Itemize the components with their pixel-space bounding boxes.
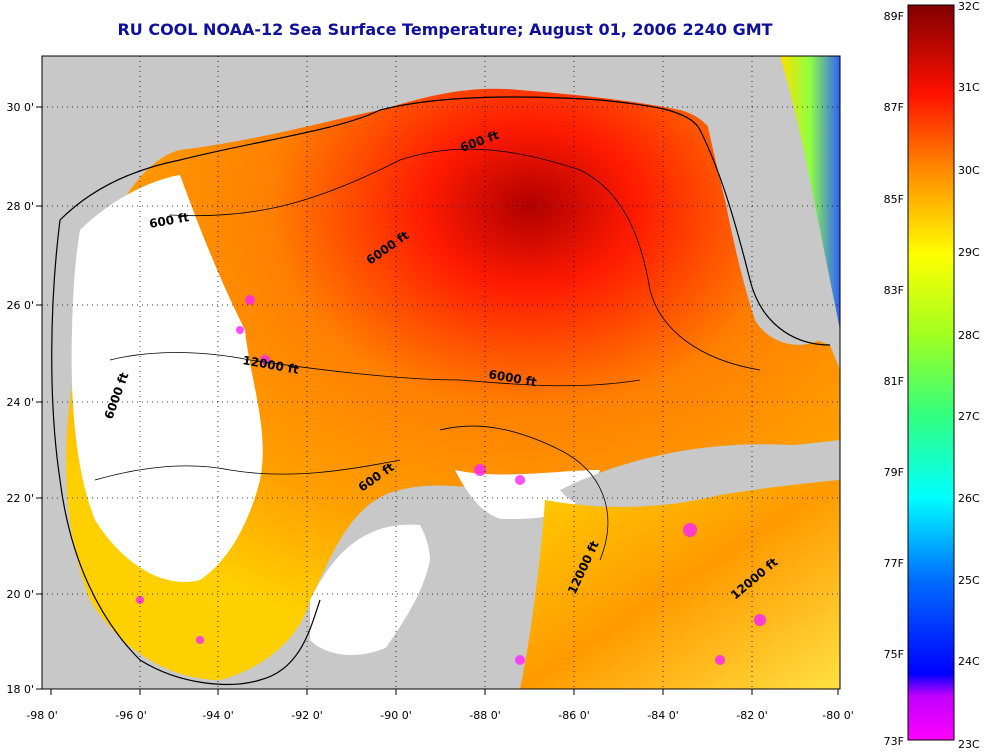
coastline bbox=[51, 96, 831, 685]
x-tick-label: -92 0' bbox=[291, 709, 323, 722]
y-tick-label: 30 0' bbox=[6, 101, 34, 114]
colorbar-f-label: 79F bbox=[884, 466, 904, 479]
colorbar-c-label: 26C bbox=[958, 492, 980, 505]
map-gridlines bbox=[42, 56, 840, 689]
colorbar-celsius-labels: 32C 31C 30C 29C 28C 27C 26C 25C 24C 23C bbox=[958, 0, 980, 751]
colorbar-c-label: 27C bbox=[958, 410, 980, 423]
cuba-land bbox=[560, 444, 840, 512]
map-frame bbox=[41, 55, 841, 690]
colorbar-c-label: 29C bbox=[958, 246, 980, 259]
colorbar-c-label: 23C bbox=[958, 738, 980, 751]
x-tick-label: -94 0' bbox=[202, 709, 234, 722]
yucatan-land bbox=[360, 505, 575, 689]
map-title: RU COOL NOAA-12 Sea Surface Temperature;… bbox=[117, 20, 773, 39]
contour-label: 600 ft bbox=[148, 210, 190, 231]
colorbar-f-label: 73F bbox=[884, 735, 904, 748]
colorbar-c-label: 25C bbox=[958, 574, 980, 587]
y-tick-label: 18 0' bbox=[6, 683, 34, 696]
colorbar-c-label: 32C bbox=[958, 0, 980, 13]
colorbar-c-label: 24C bbox=[958, 655, 980, 668]
x-tick-label: -86 0' bbox=[558, 709, 590, 722]
florida-land bbox=[690, 56, 836, 345]
x-axis-labels: -98 0' -96 0' -94 0' -92 0' -90 0' -88 0… bbox=[26, 709, 854, 722]
colorbar-c-label: 28C bbox=[958, 329, 980, 342]
x-tick-label: -88 0' bbox=[469, 709, 501, 722]
bathymetry-contours bbox=[94, 148, 761, 561]
colorbar bbox=[907, 4, 955, 741]
colorbar-c-label: 31C bbox=[958, 81, 980, 94]
y-tick-label: 28 0' bbox=[6, 200, 34, 213]
colorbar-f-label: 89F bbox=[884, 10, 904, 23]
x-tick-label: -80 0' bbox=[822, 709, 854, 722]
x-tick-label: -84 0' bbox=[647, 709, 679, 722]
x-axis-ticks bbox=[50, 689, 839, 695]
map-plot-area bbox=[42, 56, 840, 689]
gulf-sst-field bbox=[66, 88, 840, 681]
cloud-edge-speckles bbox=[136, 295, 766, 665]
caribbean-sst bbox=[520, 480, 840, 689]
y-tick-label: 26 0' bbox=[6, 299, 34, 312]
colorbar-f-label: 83F bbox=[884, 284, 904, 297]
y-axis-ticks bbox=[36, 106, 42, 690]
colorbar-fahrenheit-labels: 89F 87F 85F 83F 81F 79F 77F 75F 73F bbox=[884, 10, 904, 748]
x-tick-label: -82 0' bbox=[736, 709, 768, 722]
western-no-data bbox=[71, 175, 263, 582]
colorbar-f-label: 87F bbox=[884, 101, 904, 114]
y-tick-label: 22 0' bbox=[6, 492, 34, 505]
colorbar-f-label: 85F bbox=[884, 193, 904, 206]
x-tick-label: -98 0' bbox=[26, 709, 58, 722]
colorbar-f-label: 75F bbox=[884, 648, 904, 661]
atlantic-sst bbox=[780, 56, 840, 330]
colorbar-f-label: 77F bbox=[884, 557, 904, 570]
y-tick-label: 24 0' bbox=[6, 396, 34, 409]
colorbar-f-label: 81F bbox=[884, 375, 904, 388]
x-tick-label: -96 0' bbox=[115, 709, 147, 722]
colorbar-c-label: 30C bbox=[958, 164, 980, 177]
campeche-no-data bbox=[310, 524, 431, 655]
x-tick-label: -90 0' bbox=[380, 709, 412, 722]
y-tick-label: 20 0' bbox=[6, 588, 34, 601]
y-axis-labels: 30 0' 28 0' 26 0' 24 0' 22 0' 20 0' 18 0… bbox=[6, 101, 34, 696]
